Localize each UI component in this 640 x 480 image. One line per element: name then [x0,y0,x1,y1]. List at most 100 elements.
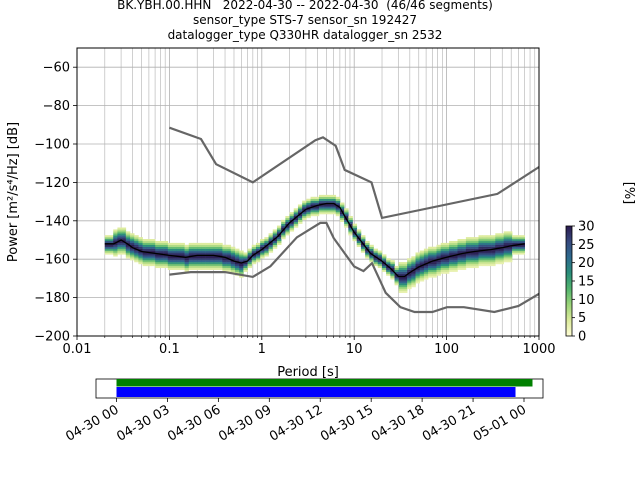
heatmap-cell [373,248,379,251]
heatmap-cell [180,258,185,261]
timeline-tick-label: 04-30 12 [267,402,325,444]
heatmap-cell [482,237,488,240]
heatmap-cell [423,265,429,269]
heatmap-cell [465,239,471,242]
heatmap-cell [486,242,492,245]
heatmap-cell [117,244,122,247]
heatmap-cell [407,260,412,263]
heatmap-cell [423,275,429,278]
heatmap-cell [276,231,282,234]
heatmap-cell [419,256,425,259]
x-tick-label: 0.1 [159,342,180,357]
heatmap-cell [503,242,509,245]
heatmap-cell [218,252,223,255]
heatmap-cell [117,252,122,255]
heatmap-cell [306,214,311,217]
heatmap-cell [289,229,295,232]
heatmap-cell [113,244,118,247]
heatmap-cell [310,196,316,199]
heatmap-cell [243,269,248,272]
heatmap-cell [344,225,349,228]
heatmap-cell [453,269,458,272]
heatmap-cell [419,269,425,272]
heatmap-cell [264,240,269,244]
heatmap-cell [369,256,374,259]
heatmap-cell [230,254,236,257]
heatmap-cell [176,248,181,251]
heatmap-cell [306,200,311,203]
heatmap-cell [470,244,475,247]
heatmap-cell [109,248,114,251]
heatmap-cell [293,212,299,215]
heatmap-cell [428,254,433,257]
heatmap-cell [474,260,479,263]
heatmap-cell [470,252,475,255]
heatmap-cell [486,239,492,242]
heatmap-cell [411,267,416,270]
heatmap-cell [142,248,148,251]
heatmap-cell [507,250,513,253]
heatmap-cell [197,258,202,261]
heatmap-cell [121,248,127,251]
heatmap-cell [171,262,177,265]
heatmap-cell [293,210,299,213]
heatmap-cell [495,258,500,261]
heatmap-cell [432,262,437,265]
heatmap-cell [360,235,366,238]
heatmap-cell [428,258,433,261]
heatmap-cell [419,267,425,270]
heatmap-cell [138,240,143,244]
heatmap-cell [268,246,274,249]
heatmap-cell [482,250,488,253]
heatmap-cell [104,250,110,253]
heatmap-cell [180,252,185,255]
heatmap-cell [180,262,185,265]
heatmap-cell [289,212,295,215]
heatmap-cell [197,260,202,263]
heatmap-cell [230,264,236,267]
heatmap-cell [121,242,127,245]
heatmap-cell [159,242,164,245]
heatmap-cell [285,221,290,224]
heatmap-cell [138,248,143,251]
heatmap-cell [423,264,429,267]
heatmap-cell [495,260,500,263]
colorbar-tick-label: 0 [578,330,586,345]
heatmap-cell [499,254,504,257]
colorbar-tick-label: 10 [578,293,595,308]
heatmap-cell [134,235,139,238]
heatmap-cell [394,267,400,270]
heatmap-cell [201,264,206,267]
heatmap-cell [255,254,261,257]
heatmap-cell [213,264,219,267]
heatmap-cell [167,248,173,251]
heatmap-cell [348,233,353,236]
heatmap-cell [360,240,366,244]
heatmap-cell [335,214,341,217]
heatmap-cell [491,242,496,245]
heatmap-cell [440,262,446,265]
heatmap-cell [461,246,467,249]
heatmap-cell [465,250,471,253]
heatmap-cell [520,240,525,244]
heatmap-cell [151,246,156,249]
heatmap-cell [453,246,458,249]
heatmap-cell [394,279,400,282]
heatmap-cell [239,260,244,263]
heatmap-cell [470,254,475,257]
heatmap-cell [495,248,500,251]
heatmap-cell [402,262,408,265]
heatmap-cell [478,242,483,245]
heatmap-cell [184,254,190,257]
heatmap-cell [335,210,341,213]
heatmap-cell [474,254,479,257]
heatmap-cell [411,271,416,274]
heatmap-cell [377,254,383,257]
heatmap-cell [470,260,475,263]
heatmap-cell [151,239,156,242]
heatmap-cell [302,204,307,207]
heatmap-cell [449,246,454,249]
heatmap-cell [234,250,240,253]
heatmap-cell [188,262,194,265]
heatmap-cell [352,227,358,230]
